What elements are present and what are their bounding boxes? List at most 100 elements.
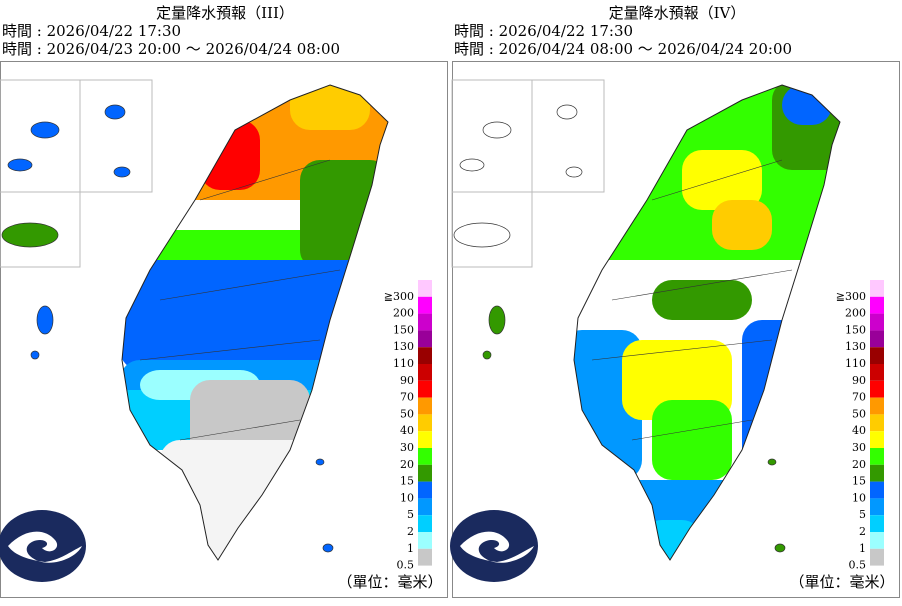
island (113, 166, 131, 178)
islet (482, 350, 492, 360)
legend-label: 70 (400, 391, 414, 404)
inset-box (79, 79, 153, 193)
logo-swirl (460, 531, 534, 563)
legend-label: ≧300 (836, 290, 866, 303)
legend-label: 150 (845, 323, 866, 336)
panel-title: 定量降水預報（IV） (609, 4, 746, 22)
legend-swatch (418, 431, 432, 448)
legend-label: 15 (400, 475, 414, 488)
island (30, 121, 60, 139)
island (7, 158, 33, 172)
legend-label: 15 (852, 475, 866, 488)
legend-swatch (870, 532, 884, 549)
island (565, 166, 583, 178)
legend-label: 30 (400, 441, 414, 454)
legend-label: 0.5 (849, 559, 867, 572)
county-border (591, 339, 773, 361)
legend-label: 10 (852, 491, 866, 504)
legend-swatch (870, 481, 884, 499)
legend-swatch (418, 481, 432, 499)
legend-label: 90 (400, 374, 414, 387)
issue-time: 時間 : 2026/04/22 17:30 (2, 22, 181, 40)
county-border (179, 419, 301, 441)
county-border (611, 269, 793, 301)
legend-swatch (870, 431, 884, 448)
legend-swatch (418, 448, 432, 465)
legend-swatch (870, 464, 884, 482)
rain-area (712, 200, 772, 250)
legend-swatch (418, 397, 432, 415)
legend-label: ≧300 (384, 290, 414, 303)
legend-swatch (870, 448, 884, 465)
rain-area (682, 150, 762, 210)
valid-time: 時間 : 2026/04/24 08:00 ～ 2026/04/24 20:00 (454, 40, 792, 58)
logo-disc (450, 510, 538, 582)
legend-label: 2 (859, 525, 866, 538)
legend-swatch (870, 280, 884, 297)
county-border (199, 159, 331, 201)
legend-swatch (870, 414, 884, 432)
legend-label: 130 (393, 340, 414, 353)
legend-label: 200 (845, 307, 866, 320)
legend-swatch (870, 548, 884, 566)
county-border (159, 269, 341, 301)
issue-time: 時間 : 2026/04/22 17:30 (454, 22, 633, 40)
cwa-logo (450, 510, 538, 582)
legend-swatch (418, 364, 432, 381)
legend-label: 10 (400, 491, 414, 504)
county-border (139, 339, 321, 361)
legend-label: 70 (852, 391, 866, 404)
legend-swatch (418, 330, 432, 348)
inset-box (451, 191, 533, 268)
taiwan-outline (121, 84, 389, 561)
island (453, 222, 511, 248)
legend-label: 5 (407, 508, 414, 521)
logo-swirl (8, 531, 82, 563)
island (1, 222, 59, 248)
taiwan-outline (573, 84, 841, 561)
legend-swatch (870, 313, 884, 331)
legend-label: 90 (852, 374, 866, 387)
legend-label: 2 (407, 525, 414, 538)
legend-swatch (870, 347, 884, 364)
legend-label: 1 (859, 542, 866, 555)
island (459, 158, 485, 172)
legend-swatch (870, 296, 884, 314)
legend-swatch (418, 548, 432, 566)
legend-label: 110 (845, 357, 866, 370)
unit-note: （單位：毫米） (789, 573, 894, 591)
rain-area (652, 280, 752, 320)
legend-label: 50 (400, 407, 414, 420)
islet (488, 305, 506, 335)
legend-swatch (870, 364, 884, 381)
islet (774, 543, 786, 553)
rain-area (290, 85, 370, 130)
legend-swatch (418, 313, 432, 331)
legend-swatch (418, 280, 432, 297)
legend-label: 200 (393, 307, 414, 320)
rain-area (652, 400, 732, 480)
valid-time: 時間 : 2026/04/23 20:00 ～ 2026/04/24 08:00 (2, 40, 340, 58)
legend-swatch (418, 296, 432, 314)
legend-swatch (418, 380, 432, 398)
island (556, 104, 578, 120)
unit-note: （單位：毫米） (337, 573, 442, 591)
islet (30, 350, 40, 360)
legend-label: 50 (852, 407, 866, 420)
county-border (651, 159, 783, 201)
legend-label: 1 (407, 542, 414, 555)
legend-swatch (870, 330, 884, 348)
legend-swatch (418, 498, 432, 516)
legend-swatch (870, 380, 884, 398)
legend-label: 20 (852, 458, 866, 471)
legend-swatch (418, 515, 432, 532)
county-border (631, 419, 753, 441)
inset-box (531, 79, 605, 193)
islet (36, 305, 54, 335)
islet (767, 458, 777, 466)
panel-title: 定量降水預報（III） (156, 4, 294, 22)
legend-swatch (418, 464, 432, 482)
inset-box (0, 191, 81, 268)
